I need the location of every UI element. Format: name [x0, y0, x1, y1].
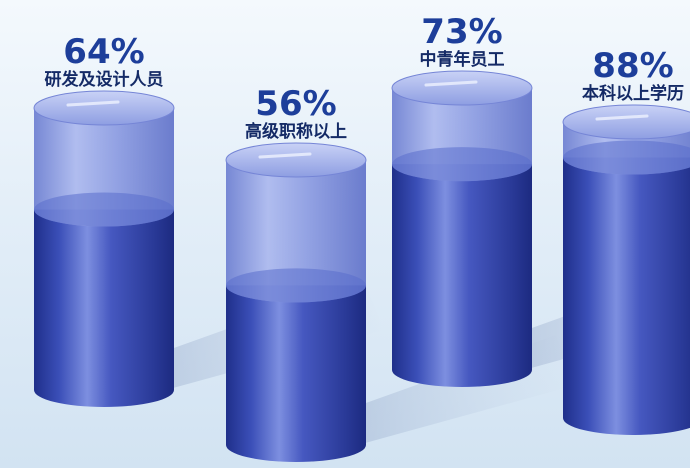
cylinder-1 [33, 90, 175, 407]
bar-liquid-surface [34, 192, 174, 227]
cylinder-bars [33, 70, 690, 462]
data-labels: 64%研发及设计人员 56%高级职称以上 73%中青年员工 88%本科以上学历 [45, 12, 685, 142]
bar-highlight [595, 114, 649, 121]
bar-glass [226, 160, 366, 303]
value-label: 56% [255, 84, 336, 124]
category-label: 本科以上学历 [582, 83, 684, 104]
value-label: 73% [421, 12, 502, 52]
bar-liquid [563, 157, 690, 435]
bar-highlight [66, 100, 120, 107]
bar-liquid [392, 164, 532, 387]
category-label: 高级职称以上 [245, 121, 347, 142]
cylinder-4 [562, 104, 690, 435]
bar-top-cap [225, 142, 367, 178]
bar-liquid-surface [563, 140, 690, 175]
bar-top-cap [391, 70, 533, 106]
bar-highlight [258, 152, 312, 159]
cylinder-2 [225, 142, 367, 462]
bar-top-cap [33, 90, 175, 126]
value-label: 88% [592, 46, 673, 86]
bar-top-cap [562, 104, 690, 140]
value-label: 64% [63, 32, 144, 72]
bar-liquid-surface [392, 147, 532, 182]
category-label: 研发及设计人员 [45, 69, 164, 90]
bar-liquid [226, 285, 366, 462]
category-label: 中青年员工 [420, 49, 505, 70]
bar-highlight [424, 80, 478, 87]
cylinder-3 [391, 70, 533, 387]
bar-liquid-surface [226, 268, 366, 303]
bar-liquid [34, 209, 174, 407]
